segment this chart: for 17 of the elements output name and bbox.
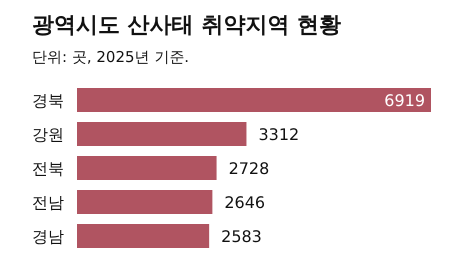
data-label: 2728 [228, 159, 270, 178]
bar [77, 88, 431, 112]
y-tick-label: 경남 [32, 227, 64, 246]
y-tick-label: 강원 [32, 125, 64, 144]
y-tick-label: 전남 [32, 193, 64, 212]
bar [77, 122, 246, 146]
y-tick-label: 전북 [32, 159, 64, 178]
bar [77, 156, 217, 180]
y-tick-label: 경북 [32, 91, 64, 110]
bar [77, 224, 210, 248]
data-label: 3312 [258, 125, 300, 144]
data-label: 6919 [384, 91, 425, 110]
chart-subtitle: 단위: 곳, 2025년 기준. [32, 48, 190, 66]
chart-title: 광역시도 산사태 취약지역 현황 [32, 13, 341, 38]
data-label: 2646 [224, 193, 266, 212]
bar [77, 190, 212, 214]
data-label: 2583 [221, 227, 262, 246]
